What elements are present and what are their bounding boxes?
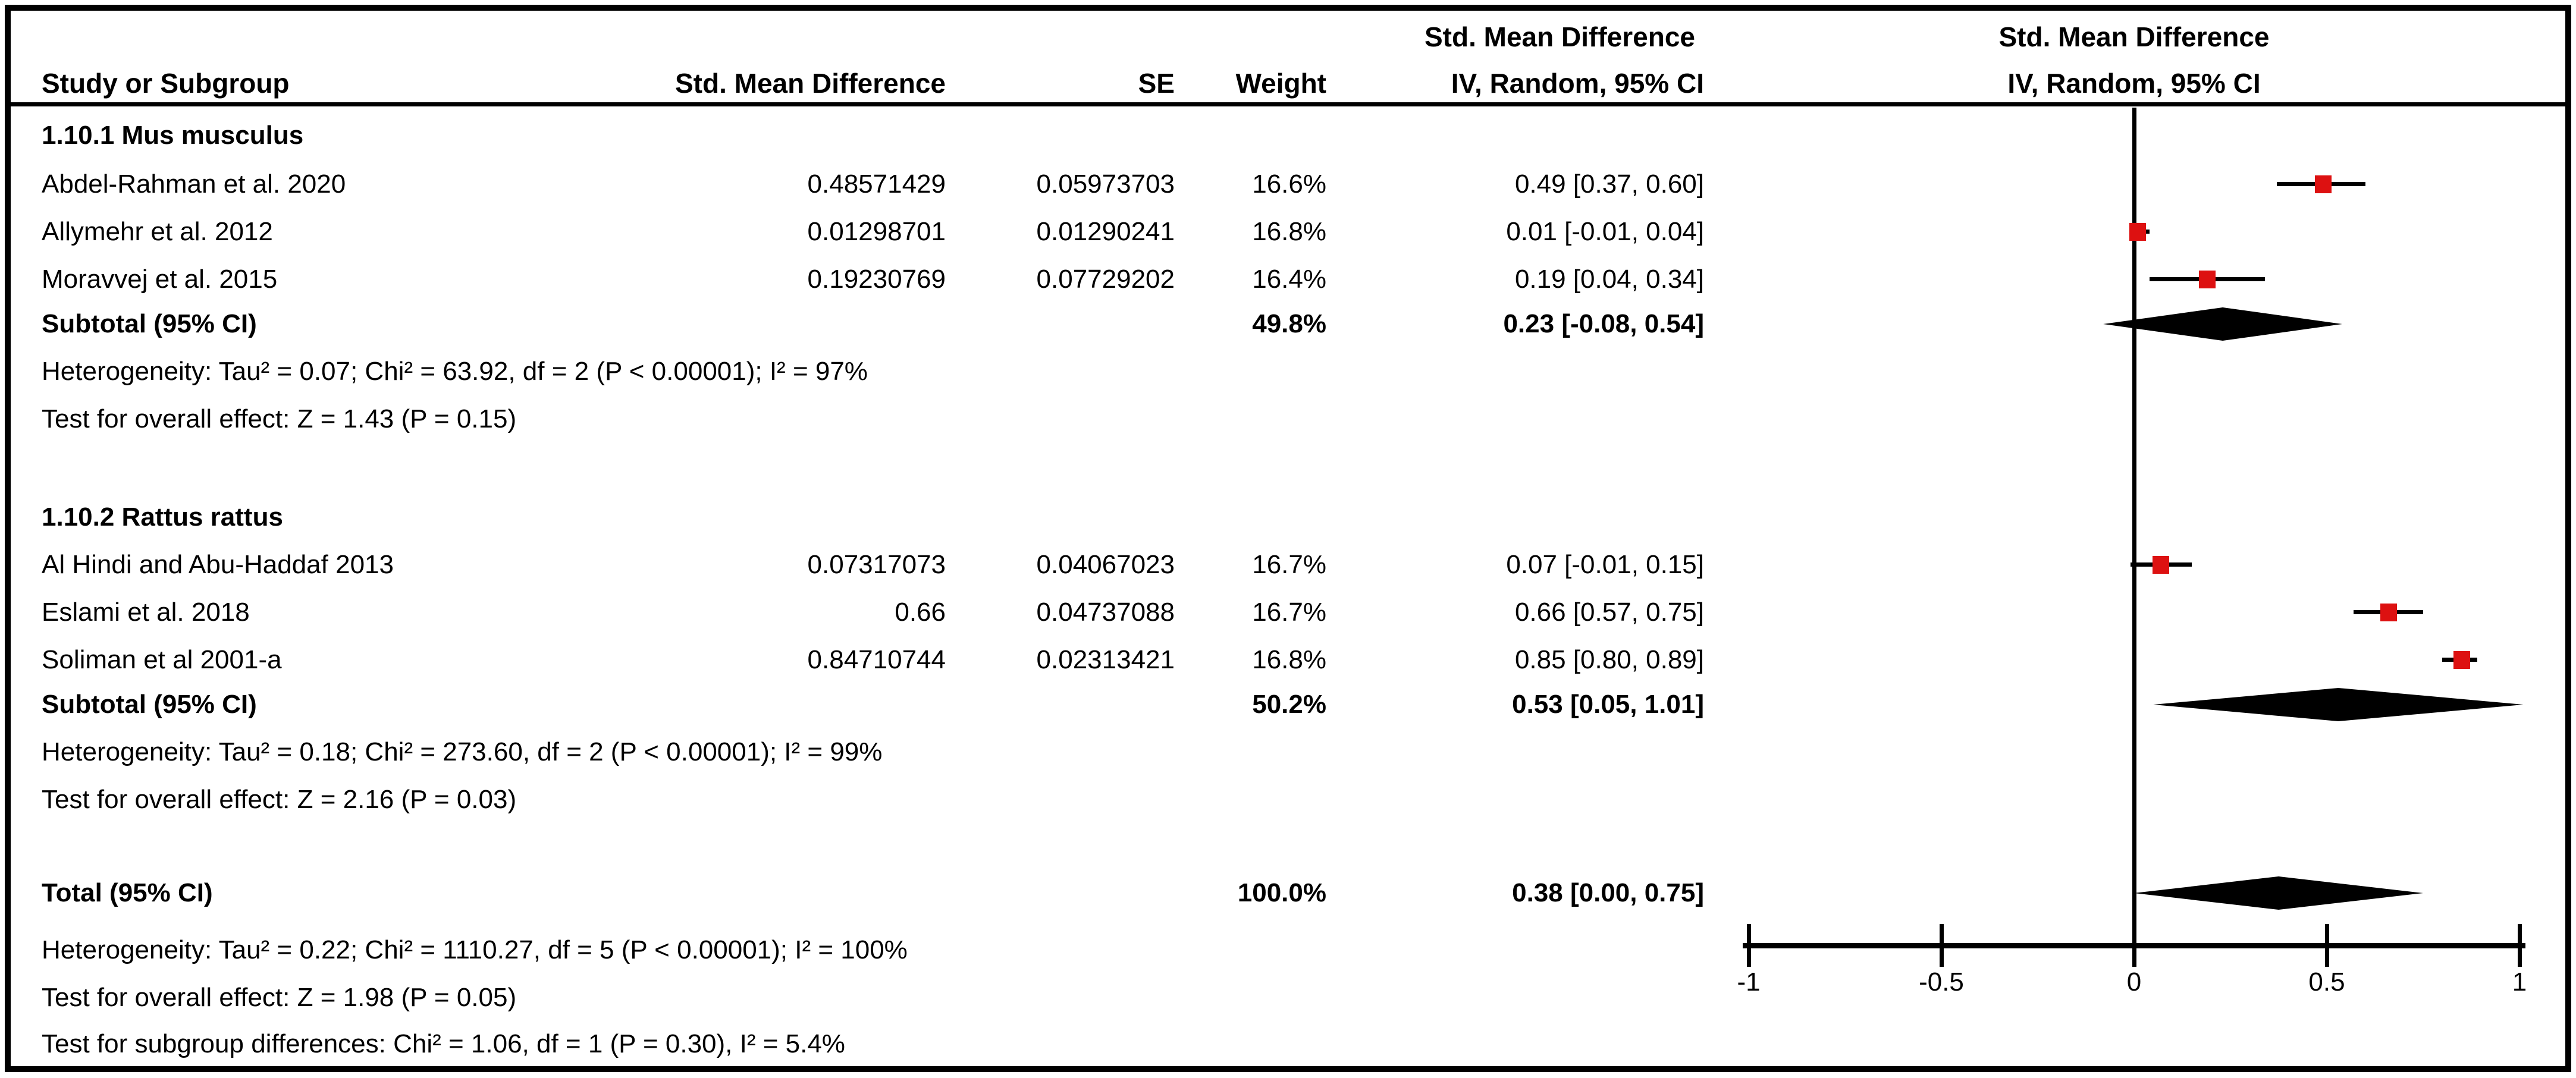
effect-square bbox=[2153, 556, 2170, 574]
heterogeneity-text: Heterogeneity: Tau² = 0.07; Chi² = 63.92… bbox=[42, 357, 868, 386]
study-se: 0.01290241 bbox=[1036, 217, 1175, 246]
effect-square bbox=[2129, 223, 2147, 241]
study-smd: 0.01298701 bbox=[807, 217, 946, 246]
overall-effect-line: Test for overall effect: Z = 1.43 (P = 0… bbox=[11, 395, 2565, 443]
study-row: Abdel-Rahman et al. 2020 0.48571429 0.05… bbox=[11, 161, 2565, 208]
study-name: Abdel-Rahman et al. 2020 bbox=[42, 169, 346, 199]
subtotal-weight: 50.2% bbox=[1252, 690, 1326, 719]
smd-column-header: Std. Mean Difference bbox=[675, 68, 946, 99]
axis-tick bbox=[1939, 924, 1944, 967]
subtotal-row: Subtotal (95% CI) 50.2% 0.53 [0.05, 1.01… bbox=[11, 681, 2565, 728]
total-overall-effect-text: Test for overall effect: Z = 1.98 (P = 0… bbox=[42, 983, 517, 1012]
study-column-header: Study or Subgroup bbox=[42, 68, 290, 99]
plot-column-header-line1: Std. Mean Difference bbox=[1998, 21, 2270, 52]
study-se: 0.07729202 bbox=[1036, 265, 1175, 294]
total-heterogeneity-line: Heterogeneity: Tau² = 0.22; Chi² = 1110.… bbox=[11, 926, 2565, 974]
subtotal-ci: 0.53 [0.05, 1.01] bbox=[1512, 690, 1704, 719]
study-ci: 0.49 [0.37, 0.60] bbox=[1514, 169, 1704, 199]
plot-column-header-line2: IV, Random, 95% CI bbox=[2007, 68, 2261, 99]
axis-tick bbox=[2132, 924, 2136, 967]
study-ci: 0.66 [0.57, 0.75] bbox=[1514, 598, 1704, 627]
study-ci: 0.85 [0.80, 0.89] bbox=[1514, 645, 1704, 674]
axis-tick bbox=[1746, 924, 1751, 967]
study-weight: 16.8% bbox=[1252, 217, 1326, 246]
study-se: 0.02313421 bbox=[1036, 645, 1175, 674]
study-ci: 0.07 [-0.01, 0.15] bbox=[1506, 550, 1704, 579]
study-row: Moravvej et al. 2015 0.19230769 0.077292… bbox=[11, 256, 2565, 303]
subgroup-header: 1.10.1 Mus musculus bbox=[11, 112, 2565, 159]
subgroup-header: 1.10.2 Rattus rattus bbox=[11, 494, 2565, 541]
zero-reference-line bbox=[2132, 108, 2136, 948]
study-smd: 0.07317073 bbox=[807, 550, 946, 579]
effect-square bbox=[2453, 651, 2470, 669]
study-weight: 16.4% bbox=[1252, 265, 1326, 294]
subtotal-weight: 49.8% bbox=[1252, 309, 1326, 338]
ci-column-header-line2: IV, Random, 95% CI bbox=[1451, 68, 1704, 99]
study-se: 0.04067023 bbox=[1036, 550, 1175, 579]
study-se: 0.05973703 bbox=[1036, 169, 1175, 199]
axis-tick bbox=[2324, 924, 2329, 967]
total-overall-effect-line: Test for overall effect: Z = 1.98 (P = 0… bbox=[11, 974, 2565, 1022]
axis-tick-label: -1 bbox=[1737, 967, 1761, 997]
study-name: Allymehr et al. 2012 bbox=[42, 217, 273, 246]
subgroup-differences-line: Test for subgroup differences: Chi² = 1.… bbox=[11, 1020, 2565, 1068]
subgroup-label: 1.10.2 Rattus rattus bbox=[42, 502, 283, 532]
study-row: Allymehr et al. 2012 0.01298701 0.012902… bbox=[11, 208, 2565, 256]
study-weight: 16.7% bbox=[1252, 598, 1326, 627]
overall-effect-text: Test for overall effect: Z = 1.43 (P = 0… bbox=[42, 404, 517, 433]
figure-border bbox=[5, 5, 2571, 1072]
study-name: Soliman et al 2001-a bbox=[42, 645, 282, 674]
total-heterogeneity-text: Heterogeneity: Tau² = 0.22; Chi² = 1110.… bbox=[42, 935, 908, 964]
heterogeneity-text: Heterogeneity: Tau² = 0.18; Chi² = 273.6… bbox=[42, 737, 883, 766]
subgroup-label: 1.10.1 Mus musculus bbox=[42, 121, 304, 150]
heterogeneity-line: Heterogeneity: Tau² = 0.18; Chi² = 273.6… bbox=[11, 728, 2565, 776]
overall-effect-text: Test for overall effect: Z = 2.16 (P = 0… bbox=[42, 785, 517, 814]
subtotal-row: Subtotal (95% CI) 49.8% 0.23 [-0.08, 0.5… bbox=[11, 300, 2565, 348]
effect-square bbox=[2380, 604, 2397, 621]
axis-tick-label: 1 bbox=[2512, 967, 2527, 997]
total-row: Total (95% CI) 100.0% 0.38 [0.00, 0.75] bbox=[11, 869, 2565, 917]
subtotal-ci: 0.23 [-0.08, 0.54] bbox=[1503, 309, 1704, 338]
study-weight: 16.8% bbox=[1252, 645, 1326, 674]
study-row: Al Hindi and Abu-Haddaf 2013 0.07317073 … bbox=[11, 541, 2565, 589]
study-row: Eslami et al. 2018 0.66 0.04737088 16.7%… bbox=[11, 589, 2565, 636]
axis-tick-label: -0.5 bbox=[1919, 967, 1964, 997]
study-ci: 0.19 [0.04, 0.34] bbox=[1514, 265, 1704, 294]
study-smd: 0.48571429 bbox=[807, 169, 946, 199]
effect-square bbox=[2314, 175, 2332, 193]
study-smd: 0.66 bbox=[895, 598, 946, 627]
ci-column-header-line1: Std. Mean Difference bbox=[1425, 21, 1695, 52]
header-row-2: Study or Subgroup Std. Mean Difference S… bbox=[11, 59, 2565, 107]
study-smd: 0.19230769 bbox=[807, 265, 946, 294]
axis-tick-label: 0 bbox=[2126, 967, 2142, 997]
weight-column-header: Weight bbox=[1235, 68, 1326, 99]
total-weight: 100.0% bbox=[1237, 878, 1326, 907]
total-ci: 0.38 [0.00, 0.75] bbox=[1512, 878, 1704, 907]
header-divider bbox=[11, 102, 2565, 106]
study-name: Moravvej et al. 2015 bbox=[42, 265, 278, 294]
effect-square bbox=[2199, 271, 2216, 288]
study-name: Eslami et al. 2018 bbox=[42, 598, 250, 627]
se-column-header: SE bbox=[1138, 68, 1175, 99]
subtotal-label: Subtotal (95% CI) bbox=[42, 690, 257, 719]
study-weight: 16.7% bbox=[1252, 550, 1326, 579]
subtotal-label: Subtotal (95% CI) bbox=[42, 309, 257, 338]
subgroup-differences-text: Test for subgroup differences: Chi² = 1.… bbox=[42, 1029, 845, 1058]
overall-effect-line: Test for overall effect: Z = 2.16 (P = 0… bbox=[11, 776, 2565, 824]
study-smd: 0.84710744 bbox=[807, 645, 946, 674]
heterogeneity-line: Heterogeneity: Tau² = 0.07; Chi² = 63.92… bbox=[11, 348, 2565, 395]
study-name: Al Hindi and Abu-Haddaf 2013 bbox=[42, 550, 394, 579]
study-se: 0.04737088 bbox=[1036, 598, 1175, 627]
total-label: Total (95% CI) bbox=[42, 878, 213, 907]
study-weight: 16.6% bbox=[1252, 169, 1326, 199]
study-row: Soliman et al 2001-a 0.84710744 0.023134… bbox=[11, 636, 2565, 684]
axis-tick-label: 0.5 bbox=[2308, 967, 2345, 997]
study-ci: 0.01 [-0.01, 0.04] bbox=[1506, 217, 1704, 246]
header-row-1: Std. Mean Difference Std. Mean Differenc… bbox=[11, 13, 2565, 61]
axis-tick bbox=[2517, 924, 2522, 967]
